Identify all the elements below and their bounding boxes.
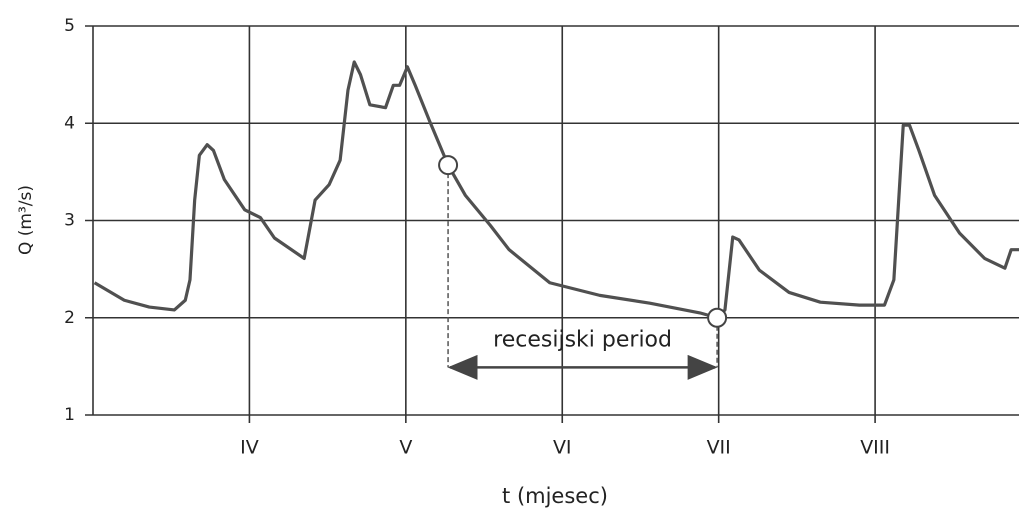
y-tick-label: 5	[64, 16, 75, 36]
y-tick-label: 2	[64, 308, 75, 328]
x-tick-label: IV	[240, 437, 259, 459]
x-tick-label: V	[399, 437, 412, 459]
x-tick-label: VIII	[860, 437, 890, 459]
y-tick-label: 4	[64, 113, 75, 133]
start-marker	[438, 155, 459, 176]
end-marker	[707, 307, 728, 328]
annotation-text: recesijski period	[493, 327, 672, 352]
y-tick-label: 3	[64, 211, 75, 231]
data-line	[93, 60, 1019, 320]
x-tick-label: VI	[553, 437, 572, 459]
x-tick-label: VII	[707, 437, 731, 459]
y-tick-label: 1	[64, 405, 75, 425]
y-axis-label: Q (m³/s)	[16, 185, 36, 255]
x-axis-label: t (mjesec)	[502, 484, 608, 508]
